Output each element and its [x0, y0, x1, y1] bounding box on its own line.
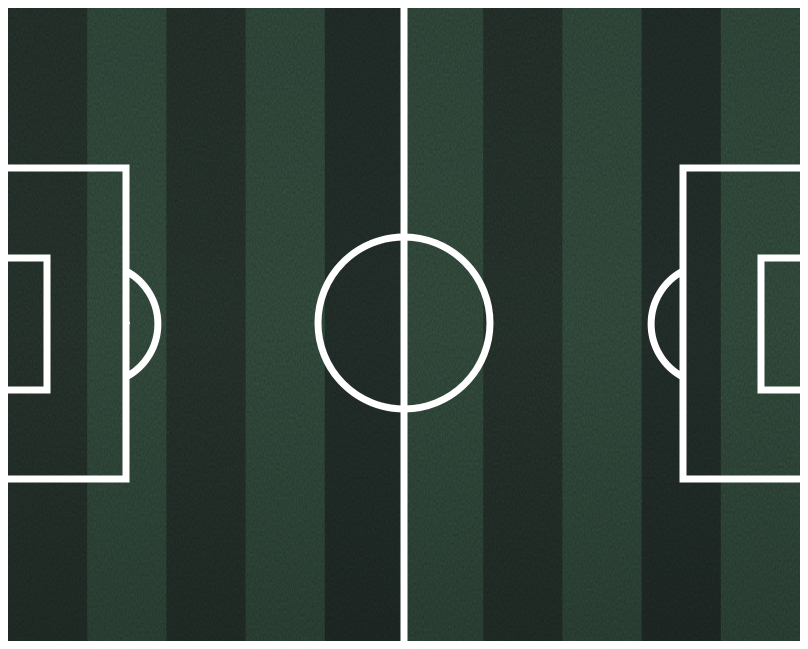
- right-penalty-arc: [647, 267, 685, 381]
- left-goal-area: [8, 254, 51, 394]
- right-goal-area: [757, 254, 800, 394]
- left-penalty-arc: [124, 267, 162, 381]
- center-circle: [314, 233, 494, 413]
- right-penalty-spot: [680, 320, 686, 326]
- left-penalty-spot: [124, 320, 130, 326]
- center-spot: [401, 320, 407, 326]
